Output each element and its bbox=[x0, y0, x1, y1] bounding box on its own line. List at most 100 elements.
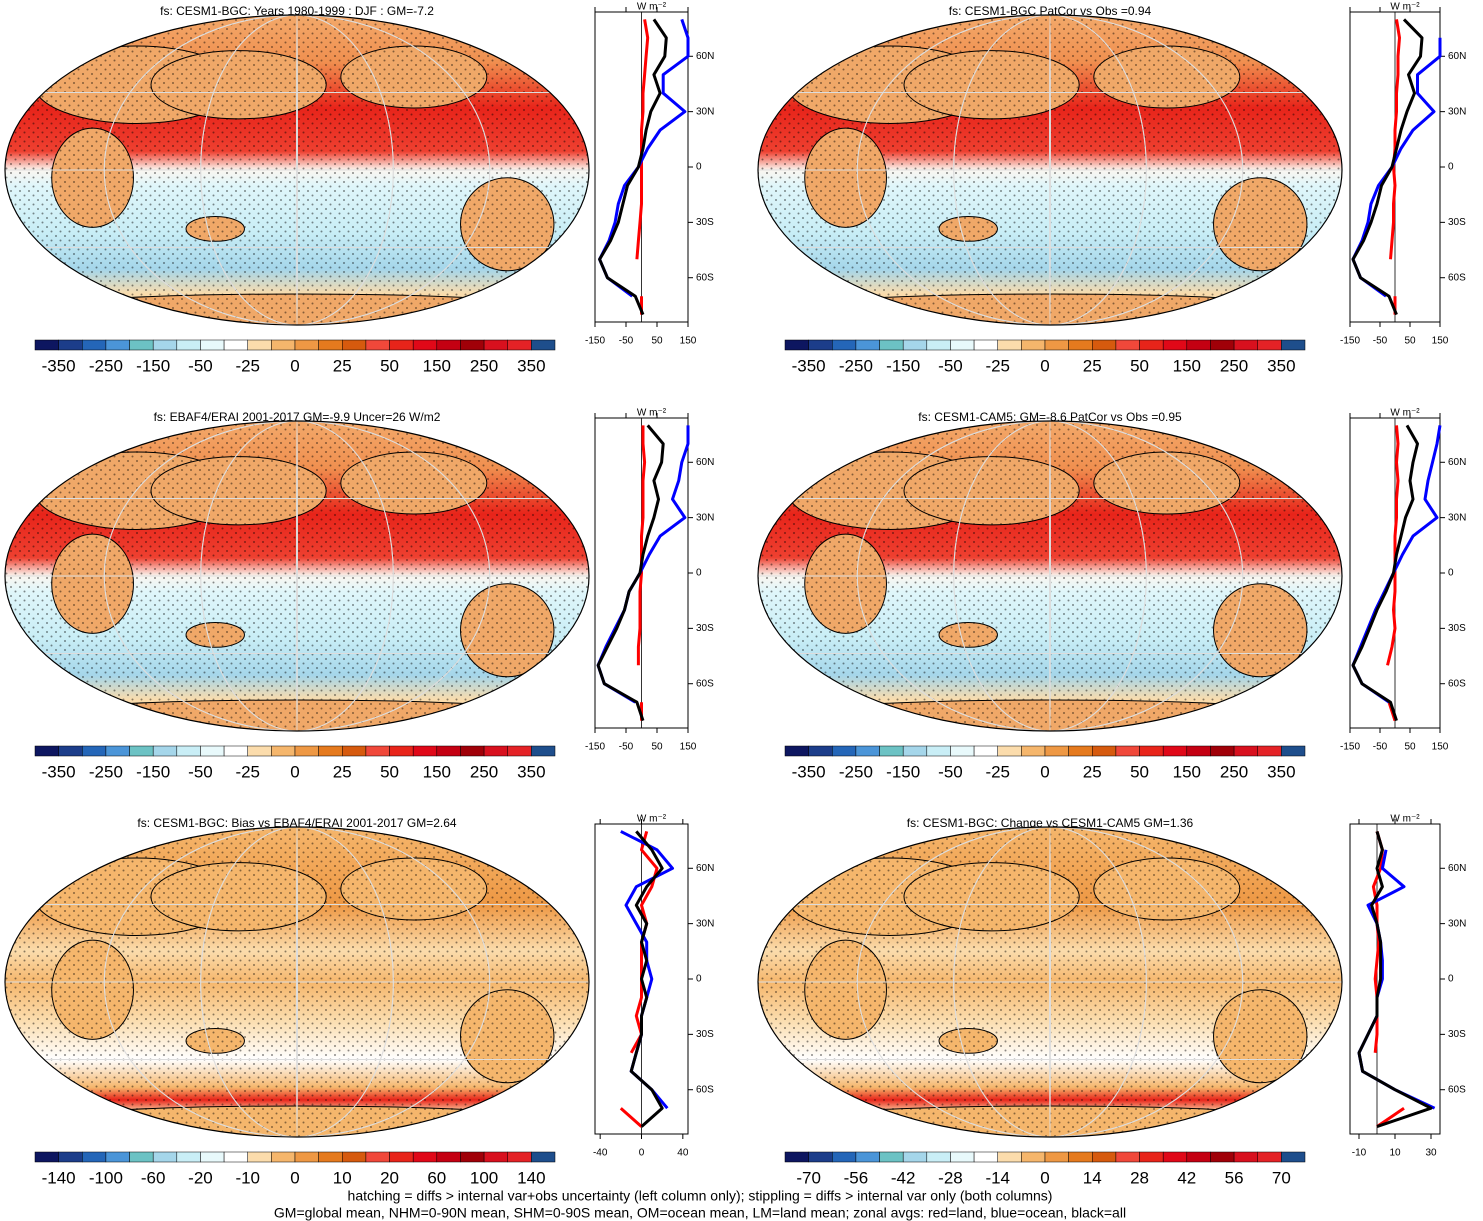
colorbar-label: 350 bbox=[1267, 356, 1295, 375]
x-tick-label: -150 bbox=[1340, 742, 1360, 753]
colorbar-box bbox=[483, 1151, 508, 1163]
colorbar-box bbox=[342, 1151, 367, 1163]
colorbar-label: 42 bbox=[1177, 1168, 1196, 1187]
x-tick-label: -10 bbox=[1352, 1148, 1367, 1159]
colorbar-label: 20 bbox=[380, 1168, 399, 1187]
colorbar-label: 25 bbox=[333, 762, 352, 781]
x-tick-label: -50 bbox=[619, 742, 634, 753]
colorbar-label: -56 bbox=[844, 1168, 869, 1187]
graticule bbox=[856, 827, 1244, 1137]
colorbar-box bbox=[389, 745, 414, 757]
colorbar-box bbox=[1044, 1151, 1069, 1163]
colorbar-box bbox=[152, 1151, 178, 1163]
colorbar-box bbox=[855, 745, 880, 757]
colorbar-box bbox=[1233, 339, 1258, 351]
colorbar-box bbox=[58, 1151, 83, 1163]
colorbar-box bbox=[879, 1151, 904, 1163]
colorbar-box bbox=[1233, 1151, 1258, 1163]
colorbar-box bbox=[58, 339, 83, 351]
y-tick-label: 0 bbox=[696, 974, 702, 985]
colorbar-label: -350 bbox=[42, 356, 76, 375]
colorbar-box bbox=[531, 745, 556, 757]
colorbar-label: -50 bbox=[188, 356, 213, 375]
colorbar-box bbox=[1044, 339, 1069, 351]
colorbar-label: -150 bbox=[136, 762, 170, 781]
colorbar-box bbox=[997, 1151, 1022, 1163]
x-tick-label: -50 bbox=[619, 336, 634, 347]
colorbar-box bbox=[82, 745, 107, 757]
y-tick-label: 0 bbox=[1448, 974, 1454, 985]
colorbar-box bbox=[531, 1151, 556, 1163]
x-tick-label: -150 bbox=[585, 742, 605, 753]
graticule bbox=[296, 421, 298, 731]
profile-units: W m⁻² bbox=[637, 814, 667, 825]
colorbar-label: 140 bbox=[517, 1168, 545, 1187]
y-tick-label: 0 bbox=[696, 568, 702, 579]
y-tick-label: 60S bbox=[1448, 272, 1466, 283]
colorbar-label: 60 bbox=[427, 1168, 446, 1187]
colorbar-label: -250 bbox=[89, 356, 123, 375]
graticule bbox=[103, 827, 491, 1137]
x-tick-label: 30 bbox=[1425, 1148, 1437, 1159]
colorbar-box bbox=[82, 339, 107, 351]
colorbar-label: -250 bbox=[89, 762, 123, 781]
x-tick-label: 50 bbox=[651, 742, 663, 753]
x-tick-label: -50 bbox=[1373, 336, 1388, 347]
colorbar-box bbox=[973, 1151, 998, 1163]
colorbar-box bbox=[832, 1151, 857, 1163]
colorbar-label: 150 bbox=[1173, 762, 1201, 781]
colorbar-label: -350 bbox=[792, 356, 826, 375]
colorbar-box bbox=[1092, 339, 1117, 351]
colorbar-box bbox=[460, 339, 485, 351]
colorbar-box bbox=[902, 745, 928, 757]
colorbar-label: 150 bbox=[423, 762, 451, 781]
colorbar-box bbox=[34, 1151, 59, 1163]
colorbar-box bbox=[436, 745, 461, 757]
colorbar-box bbox=[531, 339, 556, 351]
y-tick-label: 60N bbox=[696, 457, 714, 468]
x-tick-label: 50 bbox=[651, 336, 663, 347]
graticule bbox=[296, 827, 298, 1137]
colorbar-box bbox=[507, 745, 532, 757]
panel-title: fs: EBAF4/ERAI 2001-2017 GM=-9.9 Uncer=2… bbox=[154, 410, 441, 424]
colorbar-label: -250 bbox=[839, 762, 873, 781]
graticule bbox=[1049, 421, 1051, 731]
colorbar-label: 250 bbox=[470, 762, 498, 781]
colorbar-box bbox=[902, 339, 928, 351]
colorbar-box bbox=[1210, 1151, 1235, 1163]
colorbar-label: -150 bbox=[886, 356, 920, 375]
colorbar-box bbox=[784, 339, 809, 351]
graticule bbox=[953, 827, 1147, 1137]
colorbar-box bbox=[1210, 745, 1235, 757]
colorbar-label: 350 bbox=[1267, 762, 1295, 781]
profile-line bbox=[1357, 849, 1436, 1110]
x-tick-label: 150 bbox=[1432, 742, 1449, 753]
colorbar-box bbox=[926, 745, 951, 757]
colorbar-box bbox=[58, 745, 83, 757]
y-tick-label: 30N bbox=[1448, 918, 1466, 929]
colorbar-label: 0 bbox=[1040, 762, 1049, 781]
graticule bbox=[1049, 827, 1051, 1137]
colorbar-box bbox=[1092, 1151, 1117, 1163]
y-tick-label: 60S bbox=[696, 272, 714, 283]
colorbar-box bbox=[389, 339, 414, 351]
colorbar-label: 350 bbox=[517, 762, 545, 781]
colorbar-box bbox=[318, 339, 343, 351]
colorbar-box bbox=[342, 745, 367, 757]
colorbar-box bbox=[950, 339, 975, 351]
colorbar-box bbox=[342, 339, 367, 351]
colorbar-label: -28 bbox=[938, 1168, 963, 1187]
colorbar-box bbox=[784, 745, 809, 757]
colorbar-box bbox=[1257, 1151, 1282, 1163]
colorbar-box bbox=[200, 339, 225, 351]
x-tick-label: -150 bbox=[1340, 336, 1360, 347]
colorbar-box bbox=[1257, 339, 1282, 351]
colorbar-box bbox=[1139, 745, 1164, 757]
colorbar-box bbox=[1162, 1151, 1188, 1163]
colorbar-label: 250 bbox=[1220, 762, 1248, 781]
colorbar-label: -42 bbox=[891, 1168, 916, 1187]
y-tick-label: 30S bbox=[1448, 1029, 1466, 1040]
colorbar-box bbox=[1186, 1151, 1211, 1163]
colorbar-box bbox=[294, 745, 319, 757]
footnote: GM=global mean, NHM=0-90N mean, SHM=0-90… bbox=[274, 1205, 1126, 1221]
